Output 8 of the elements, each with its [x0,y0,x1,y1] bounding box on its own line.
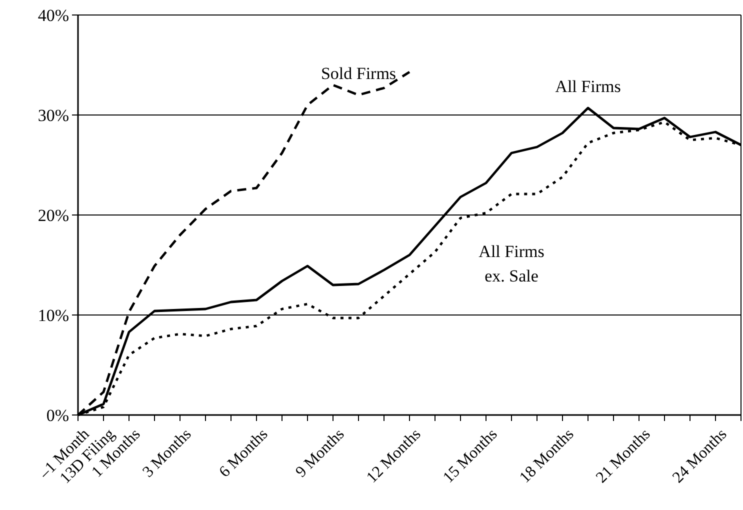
y-tick-label: 0% [46,406,69,425]
y-tick-label: 20% [38,206,69,225]
y-tick-label: 40% [38,6,69,25]
series-label: All Firms [555,77,621,96]
y-tick-label: 30% [38,106,69,125]
y-tick-label: 10% [38,306,69,325]
series-label: All Firms ex. Sale [478,242,544,286]
series-label: Sold Firms [320,64,396,83]
